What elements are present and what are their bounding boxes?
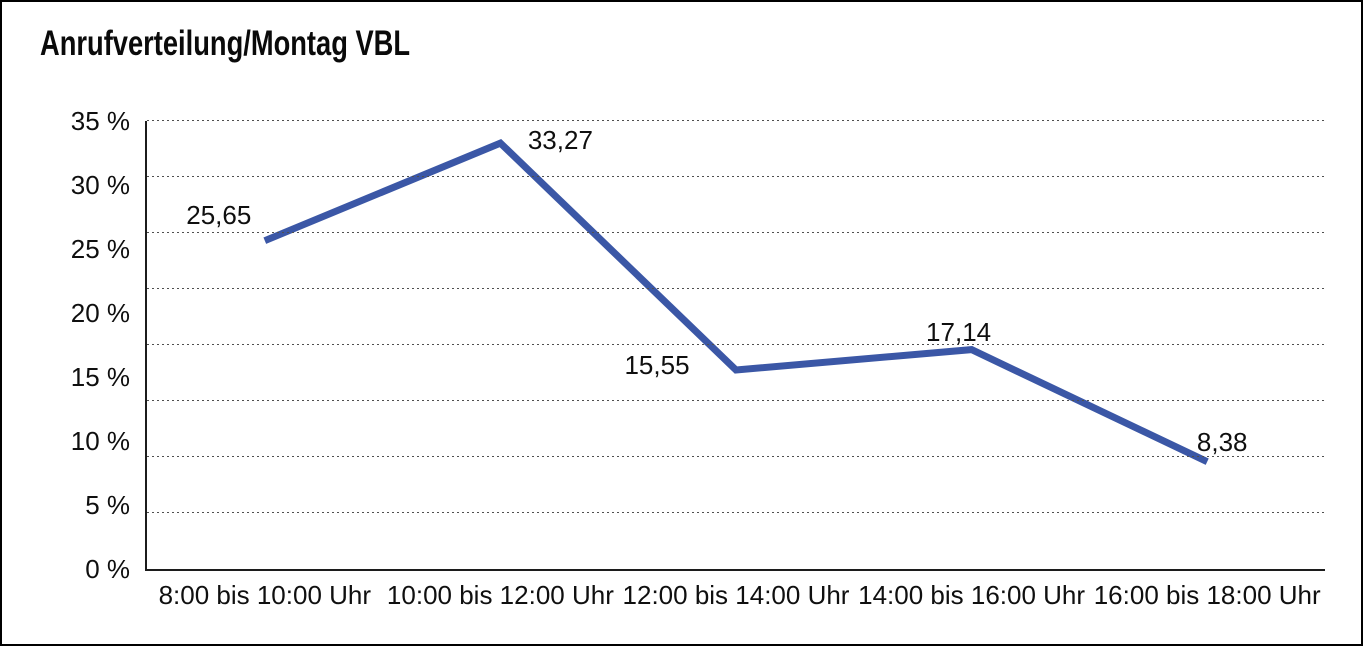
y-tick-label: 20 % bbox=[70, 298, 130, 328]
chart-title-text: Anrufverteilung/Montag VBL bbox=[40, 24, 411, 63]
data-point-value-label: 15,55 bbox=[624, 349, 690, 380]
data-point-value-label: 8,38 bbox=[1196, 426, 1248, 457]
y-tick-label: 30 % bbox=[70, 170, 130, 200]
gridline bbox=[147, 120, 1325, 123]
x-category-label: 14:00 bis 16:00 Uhr bbox=[858, 580, 1086, 610]
data-point-value-label: 33,27 bbox=[527, 125, 593, 156]
gridline bbox=[147, 512, 1325, 515]
gridline bbox=[147, 288, 1325, 291]
y-tick-label: 25 % bbox=[70, 234, 130, 264]
y-tick-label: 15 % bbox=[70, 362, 130, 392]
y-tick-label: 35 % bbox=[70, 106, 130, 136]
gridline bbox=[147, 400, 1325, 403]
y-tick-label: 10 % bbox=[70, 426, 130, 456]
plot-area bbox=[145, 120, 1325, 571]
data-point-value-label: 25,65 bbox=[186, 199, 252, 230]
gridline bbox=[147, 456, 1325, 459]
data-line bbox=[263, 138, 1209, 465]
data-line-svg bbox=[263, 138, 1209, 465]
chart-title: Anrufverteilung/Montag VBL bbox=[40, 24, 514, 64]
gridline bbox=[147, 176, 1325, 179]
y-tick-label: 5 % bbox=[85, 490, 130, 520]
y-tick-label: 0 % bbox=[85, 554, 130, 584]
x-category-label: 8:00 bis 10:00 Uhr bbox=[158, 580, 372, 610]
x-category-label: 16:00 bis 18:00 Uhr bbox=[1093, 580, 1321, 610]
data-point-value-label: 17,14 bbox=[926, 316, 992, 347]
x-category-label: 10:00 bis 12:00 Uhr bbox=[386, 580, 614, 610]
x-category-label: 12:00 bis 14:00 Uhr bbox=[622, 580, 850, 610]
gridline bbox=[147, 232, 1325, 235]
gridline bbox=[147, 344, 1325, 347]
